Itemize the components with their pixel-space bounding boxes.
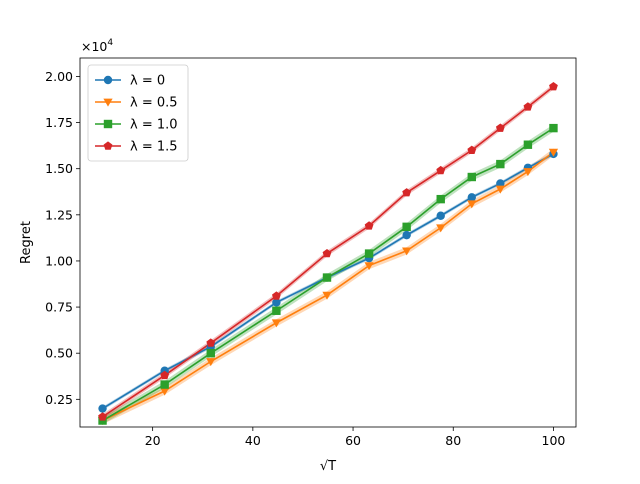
y-axis-ticks: 0.25 0.50 0.75 1.00 1.25 1.50 1.75 2.00 — [45, 69, 80, 407]
y-multiplier-base: ×10 — [81, 39, 107, 54]
series-3-point-9 — [467, 172, 476, 182]
series-2-point-7 — [402, 247, 412, 256]
series-4-point-1 — [98, 412, 107, 421]
y-axis-label: Regret — [19, 221, 34, 264]
series-4-point-10 — [495, 123, 505, 132]
series-3-point-3 — [206, 349, 215, 358]
legend-marker-4 — [103, 141, 113, 150]
y-tick-label: 1.50 — [45, 161, 73, 176]
series-1-point-9 — [467, 193, 476, 202]
series-3-point-4 — [272, 306, 281, 315]
series-3-point-7 — [402, 222, 411, 232]
series-2-point-4 — [271, 319, 282, 328]
x-axis-label: √T — [320, 459, 336, 474]
series-2-point-3 — [206, 358, 216, 367]
series-1-point-4 — [272, 298, 281, 307]
legend-marker-2 — [103, 98, 113, 107]
series-4-point-6 — [364, 221, 374, 230]
legend-label-2: λ = 0.5 — [130, 96, 178, 111]
legend-label-3: λ = 1.0 — [130, 118, 178, 133]
series-4-point-4 — [272, 291, 281, 300]
series-2-point-10 — [495, 185, 505, 194]
x-axis-ticks: 20 40 60 80 100 — [145, 427, 566, 448]
series-2-point-11 — [523, 168, 533, 177]
x-tick-label: 80 — [445, 433, 461, 448]
x-tick-label: 20 — [145, 433, 161, 448]
x-tick-label: 40 — [245, 433, 261, 448]
y-multiplier-exponent: 4 — [107, 38, 113, 48]
plot-frame — [79, 57, 577, 428]
series-4-point-8 — [436, 165, 446, 175]
series-4-point-11 — [523, 102, 533, 111]
series-2-point-12 — [548, 148, 559, 157]
series-4-point-5 — [322, 248, 332, 258]
series-3-point-12 — [549, 123, 558, 133]
series-1-point-8 — [436, 211, 445, 220]
series-3-point-8 — [436, 194, 445, 204]
y-tick-label: 0.75 — [45, 300, 73, 315]
legend-marker-3 — [103, 119, 113, 129]
x-tick-label: 100 — [542, 433, 566, 448]
series-3-point-10 — [496, 159, 505, 169]
y-tick-label: 0.25 — [45, 392, 73, 407]
series-4-line — [102, 85, 554, 418]
legend-box — [87, 64, 189, 162]
series-4-point-12 — [549, 81, 558, 91]
series-4-point-7 — [402, 188, 412, 197]
series-4-point-9 — [467, 145, 477, 154]
series-3-point-6 — [364, 249, 374, 258]
x-tick-label: 60 — [345, 433, 361, 448]
series-2-band — [102, 148, 554, 425]
series-2-point-8 — [436, 224, 446, 233]
legend-label-1: λ = 0 — [130, 74, 165, 89]
series-2-point-6 — [364, 262, 374, 271]
series-2-point-2 — [160, 387, 170, 396]
legend: λ = 0 λ = 0.5 λ = 1.0 λ = 1.5 — [87, 64, 189, 162]
series-4-point-2 — [160, 370, 170, 380]
series-4-point-3 — [206, 338, 216, 347]
y-tick-label: 1.25 — [45, 207, 73, 222]
series-lines — [102, 85, 554, 422]
y-tick-label: 1.00 — [45, 253, 73, 268]
y-tick-label: 1.75 — [45, 115, 73, 130]
series-1-point-10 — [496, 179, 505, 188]
legend-label-4: λ = 1.5 — [130, 140, 178, 155]
series-3-point-11 — [523, 140, 533, 149]
y-axis-multiplier: ×104 — [81, 38, 113, 54]
y-tick-label: 0.50 — [45, 346, 73, 361]
series-2-point-9 — [467, 200, 477, 209]
series-3-line — [102, 127, 554, 422]
series-markers — [97, 81, 559, 426]
legend-marker-1 — [103, 75, 113, 85]
series-3-point-5 — [322, 273, 332, 282]
series-2-point-5 — [322, 291, 332, 300]
series-1-point-7 — [402, 230, 411, 240]
series-2-line — [102, 151, 554, 422]
series-3-point-2 — [160, 380, 169, 389]
series-1-line — [102, 153, 554, 410]
y-tick-label: 2.00 — [45, 69, 73, 84]
series-1-point-1 — [98, 404, 107, 413]
